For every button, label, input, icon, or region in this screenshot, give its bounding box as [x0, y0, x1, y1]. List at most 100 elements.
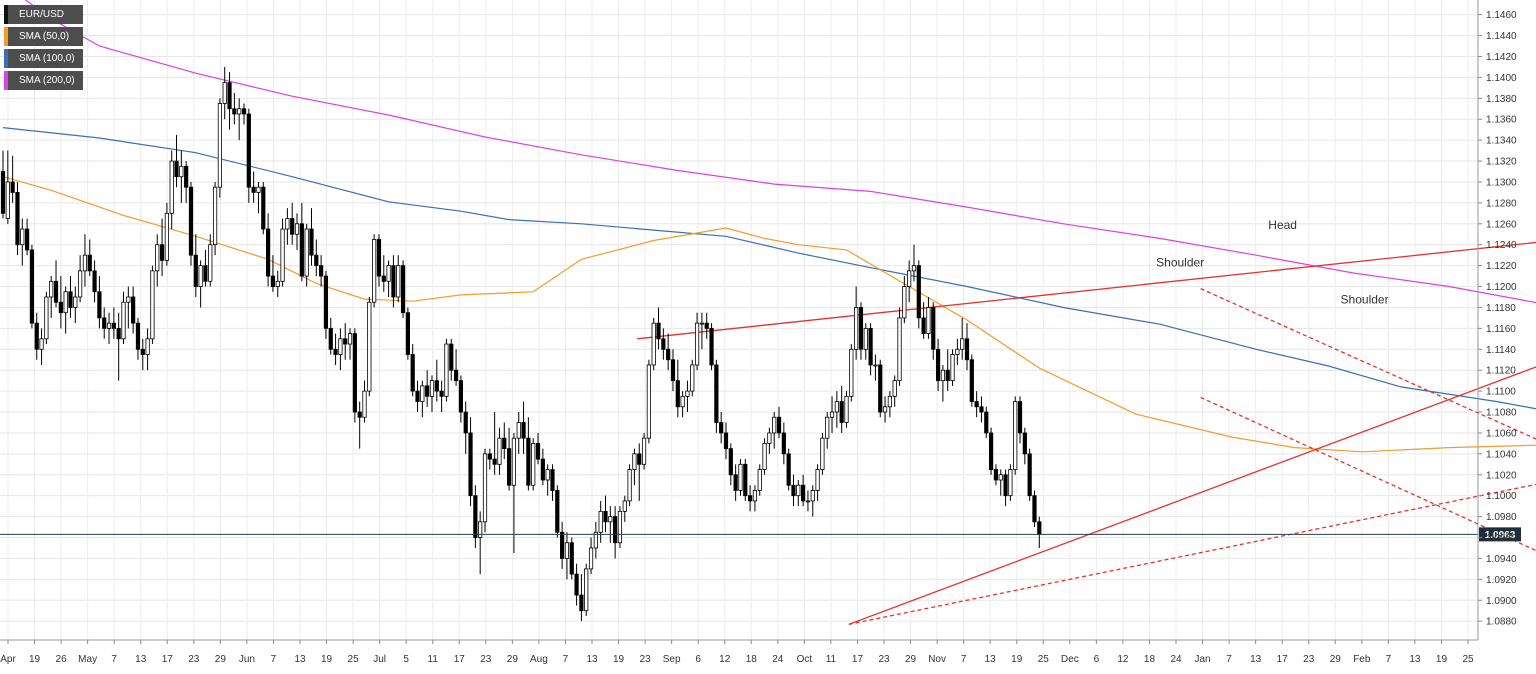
candle	[516, 412, 521, 454]
candle	[458, 375, 464, 423]
x-tick-label: 7	[563, 654, 569, 665]
candle-body-down	[569, 542, 574, 575]
candle	[781, 422, 786, 465]
candle	[82, 234, 88, 287]
candle	[5, 150, 10, 224]
legend-sma50[interactable]: SMA (50,0)	[4, 27, 83, 46]
pattern-annotations: Shoulder Head Shoulder	[1156, 218, 1388, 306]
legend-sma100[interactable]: SMA (100,0)	[4, 49, 83, 68]
candle	[420, 380, 425, 418]
candle	[897, 307, 902, 386]
legend-sma200[interactable]: SMA (200,0)	[4, 71, 83, 90]
candle	[198, 260, 203, 308]
pattern-label: Head	[1268, 218, 1297, 232]
y-tick-label: 1.1380	[1486, 94, 1517, 105]
solid-trendline	[848, 366, 1536, 625]
x-tick-label: 7	[271, 654, 277, 665]
candle	[343, 323, 348, 360]
legend-sma100-label: SMA (100,0)	[19, 53, 75, 64]
candle	[372, 234, 377, 308]
axes: 1.1460 1.1440 1.1420 1.1400 1.1380 1.1360 1.13…	[0, 0, 1517, 665]
y-tick-label: 1.1080	[1486, 408, 1517, 419]
x-tick-label: 19	[1436, 654, 1448, 665]
candle-body-down	[53, 280, 59, 303]
candle	[555, 485, 560, 538]
candle	[868, 323, 873, 376]
candle-body-down	[453, 369, 459, 382]
candle	[58, 276, 63, 329]
candle	[140, 338, 145, 371]
candle-body-down	[723, 432, 729, 450]
candle-body-down	[415, 390, 420, 402]
candle-body-down	[140, 348, 145, 355]
candle	[44, 291, 49, 345]
candle	[391, 255, 396, 308]
candle	[20, 218, 25, 266]
x-tick-label: 13	[985, 654, 997, 665]
current-price-label: 1.0963	[1485, 530, 1516, 541]
candle-body-down	[931, 307, 936, 350]
x-tick-label: 25	[1462, 654, 1474, 665]
candle-body-up	[304, 228, 309, 277]
x-tick-label: 13	[1409, 654, 1421, 665]
x-tick-label: 7	[111, 654, 117, 665]
candle	[425, 370, 430, 407]
candle	[921, 302, 926, 339]
x-tick-label: 19	[29, 654, 41, 665]
y-tick-label: 1.1440	[1486, 31, 1517, 42]
candle-body-down	[193, 254, 198, 287]
candle-body-down	[670, 359, 676, 382]
x-tick-label: Dec	[1061, 654, 1079, 665]
candle-body-down	[188, 186, 194, 256]
candle-body-down	[299, 223, 304, 277]
candle	[815, 464, 820, 501]
candle	[150, 265, 155, 345]
solid-trendline	[637, 241, 1536, 340]
candle	[873, 354, 878, 381]
candle	[887, 391, 892, 418]
candle	[24, 218, 30, 256]
candle-body-down	[323, 275, 329, 329]
candle-body-up	[632, 453, 637, 470]
candle	[179, 150, 184, 203]
candle	[974, 391, 979, 418]
candle-body-down	[1032, 495, 1037, 523]
candle	[468, 417, 473, 507]
candle	[232, 93, 237, 125]
candle-body-down	[131, 296, 136, 324]
candle	[680, 391, 685, 418]
candle	[810, 485, 815, 517]
candle	[328, 317, 333, 355]
candle-body-down	[265, 228, 271, 277]
candle-body-down	[203, 265, 208, 282]
candle-body-up	[497, 437, 502, 465]
candle	[429, 375, 435, 413]
y-tick-label: 1.1060	[1486, 428, 1517, 439]
candle-body-down	[319, 265, 324, 277]
x-tick-label: 11	[826, 654, 837, 665]
candle	[550, 464, 555, 501]
candle	[97, 276, 102, 329]
candle	[694, 312, 700, 371]
candle	[256, 181, 261, 214]
pattern-label: Shoulder	[1341, 292, 1389, 306]
candle-body-down	[24, 228, 30, 251]
candle	[723, 422, 729, 460]
candle-body-down	[748, 495, 753, 502]
candle	[849, 344, 854, 402]
candle	[0, 150, 6, 219]
candle	[396, 255, 401, 303]
x-tick-label: 24	[1170, 654, 1182, 665]
candle	[666, 333, 671, 371]
legend-symbol[interactable]: EUR/USD	[4, 5, 83, 24]
candle	[661, 328, 666, 360]
candle-body-up	[545, 469, 550, 481]
candle	[73, 286, 78, 324]
candle-body-down	[290, 218, 295, 235]
candle	[584, 563, 589, 616]
candle	[776, 406, 782, 439]
x-tick-label: 17	[162, 654, 174, 665]
candle	[863, 323, 868, 360]
